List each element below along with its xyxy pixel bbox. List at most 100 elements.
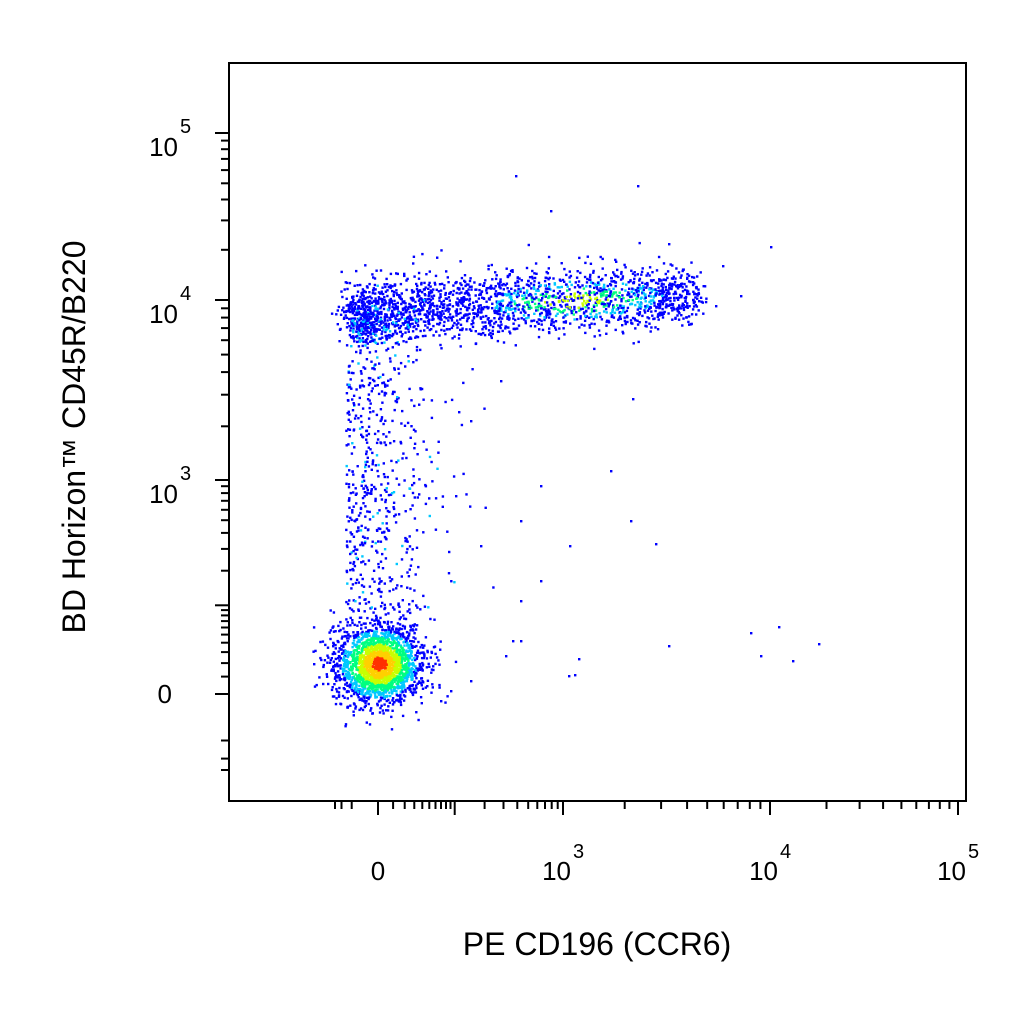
data-point [351,619,354,622]
data-point [569,274,573,278]
data-point [505,282,509,285]
data-point [390,654,393,657]
data-point [404,331,407,334]
data-point [397,671,400,675]
data-point [383,656,387,660]
data-point [416,290,420,293]
data-point [639,302,643,305]
data-point [586,293,589,297]
data-point [459,260,462,263]
data-point [405,669,408,672]
data-point [360,682,363,685]
data-point [383,325,386,329]
data-point [412,468,415,471]
data-point [415,651,419,654]
data-point [377,700,381,703]
data-point [381,552,384,556]
data-point [356,640,359,644]
data-point [421,291,424,294]
data-point [402,672,405,675]
data-point [366,308,370,312]
data-point [400,335,403,338]
data-point [696,275,699,278]
data-point [397,640,400,644]
data-point [562,316,565,319]
data-point [682,308,686,312]
data-point [399,442,403,445]
data-point [386,638,390,642]
data-point [465,328,468,331]
data-point [443,316,446,319]
data-point [406,641,409,645]
data-point [485,291,489,295]
data-point [568,288,571,291]
data-point [525,283,529,286]
data-point [403,625,407,628]
data-point [537,298,540,301]
data-point [446,304,449,307]
data-point [364,540,367,543]
data-point [353,340,356,343]
data-point [651,288,655,291]
data-point [375,680,378,683]
data-point [359,507,363,511]
data-point [459,282,462,285]
data-point [476,313,480,316]
data-point [680,282,684,285]
data-point [427,293,431,296]
data-point [395,690,398,693]
data-point [366,510,369,513]
data-point [343,310,346,313]
data-point [529,324,532,328]
data-point [552,277,555,280]
data-point [361,325,364,328]
data-point [368,684,371,688]
data-point [396,301,399,305]
data-point [328,631,331,634]
data-point [361,654,364,657]
data-point [611,308,614,311]
data-point [364,463,368,466]
data-point [407,307,410,311]
data-point [408,314,412,317]
data-point [499,292,502,296]
data-point [365,671,368,674]
data-point [538,304,541,307]
data-point [575,318,579,321]
data-point [444,293,447,296]
data-point [386,688,390,692]
data-point [385,435,388,438]
data-point [365,660,369,663]
data-point [392,674,395,677]
data-point [630,302,634,306]
data-point [683,282,686,286]
data-point [573,308,576,311]
data-point [372,660,375,663]
data-point [681,324,684,327]
data-point [352,402,355,405]
data-point [488,333,491,336]
data-point [360,301,364,304]
data-point [444,701,447,704]
data-point [402,614,405,617]
data-point [370,688,373,691]
data-point [678,305,681,309]
data-point [370,638,373,641]
data-point [335,679,338,683]
data-point [420,656,424,660]
data-point [523,294,527,297]
data-point [379,318,383,321]
data-point [613,280,616,283]
data-point [457,337,461,340]
data-point [361,681,364,685]
data-point [352,337,355,340]
data-point [410,558,414,561]
data-point [415,345,419,349]
data-point [411,548,414,551]
data-point [358,427,362,430]
data-point [649,295,652,298]
data-point [544,301,547,304]
data-point [544,309,548,313]
data-point [415,349,419,352]
data-point [651,299,655,302]
